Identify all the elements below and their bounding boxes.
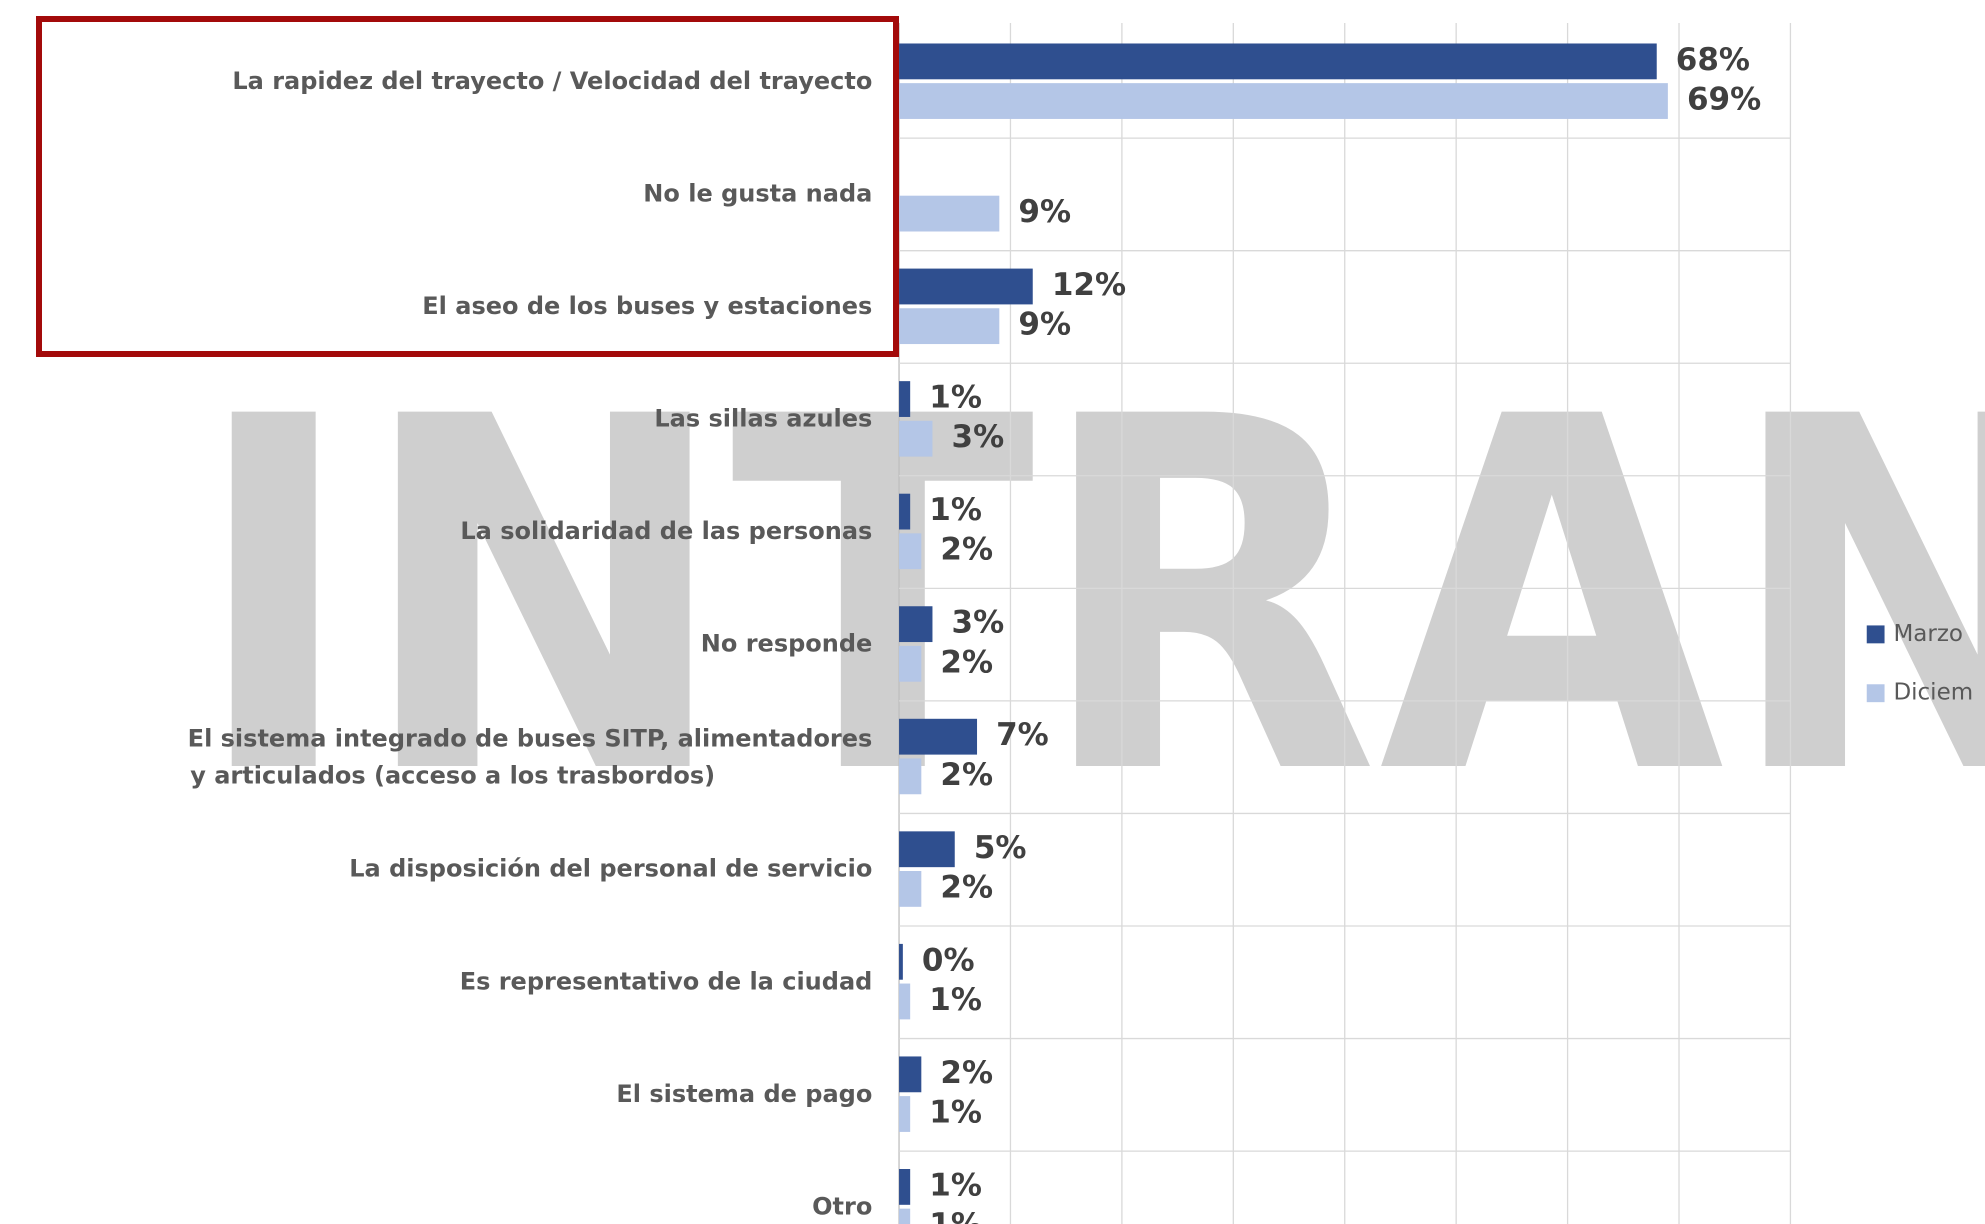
bar <box>899 758 922 795</box>
value-label: 1% <box>929 492 982 528</box>
value-label: 1% <box>929 380 982 416</box>
bar <box>899 645 922 682</box>
value-label: 7% <box>996 717 1049 753</box>
bar <box>899 83 1668 119</box>
bar <box>899 43 1657 80</box>
legend-swatch <box>1866 625 1885 644</box>
category-label: No le gusta nada <box>643 179 872 207</box>
value-label: 3% <box>952 419 1005 455</box>
bar <box>899 943 903 980</box>
category-label: Otro <box>812 1192 872 1220</box>
bar <box>899 1169 911 1205</box>
value-label: 3% <box>952 605 1005 641</box>
category-label: La disposición del personal de servicio <box>349 855 872 883</box>
legend-label: Marzo <box>1893 621 1963 647</box>
bar <box>899 1056 922 1093</box>
category-label: No responde <box>701 630 873 658</box>
value-label: 68% <box>1676 42 1750 78</box>
value-label: 2% <box>940 644 993 680</box>
category-label: La rapidez del trayecto / Velocidad del … <box>232 67 872 95</box>
watermark: INTRAN <box>191 315 1985 881</box>
bar <box>899 381 911 417</box>
bar <box>899 606 933 643</box>
bar <box>899 831 955 868</box>
value-label: 9% <box>1018 307 1071 343</box>
bar <box>899 308 1000 345</box>
legend-swatch <box>1866 684 1885 703</box>
bar <box>899 1208 911 1224</box>
value-label: 2% <box>940 1055 993 1091</box>
category-label: El sistema de pago <box>616 1080 872 1108</box>
value-label: 1% <box>929 982 982 1018</box>
value-label: 2% <box>940 757 993 793</box>
bar <box>899 870 922 907</box>
bar <box>899 718 978 755</box>
value-label: 9% <box>1018 194 1071 230</box>
bar <box>899 493 911 530</box>
value-label: 69% <box>1687 82 1761 118</box>
bar <box>899 983 911 1020</box>
legend-label: Diciem <box>1893 680 1973 706</box>
value-label: 12% <box>1052 267 1126 303</box>
value-label: 2% <box>940 532 993 568</box>
value-label: 0% <box>922 942 975 978</box>
bar <box>899 1096 911 1132</box>
value-label: 5% <box>974 830 1027 866</box>
value-label: 1% <box>929 1095 982 1131</box>
value-label: 1% <box>929 1167 982 1203</box>
value-label: 1% <box>929 1207 982 1224</box>
bar <box>899 533 922 570</box>
bar <box>899 420 933 457</box>
value-label: 2% <box>940 869 993 905</box>
category-label: El sistema integrado de buses SITP, alim… <box>188 724 873 789</box>
category-label: El aseo de los buses y estaciones <box>422 292 872 320</box>
bar <box>899 195 1000 232</box>
category-label: Las sillas azules <box>654 405 872 433</box>
category-label: La solidaridad de las personas <box>460 517 872 545</box>
category-label: Es representativo de la ciudad <box>460 967 873 995</box>
bar <box>899 268 1033 305</box>
highlight-box <box>36 16 899 357</box>
